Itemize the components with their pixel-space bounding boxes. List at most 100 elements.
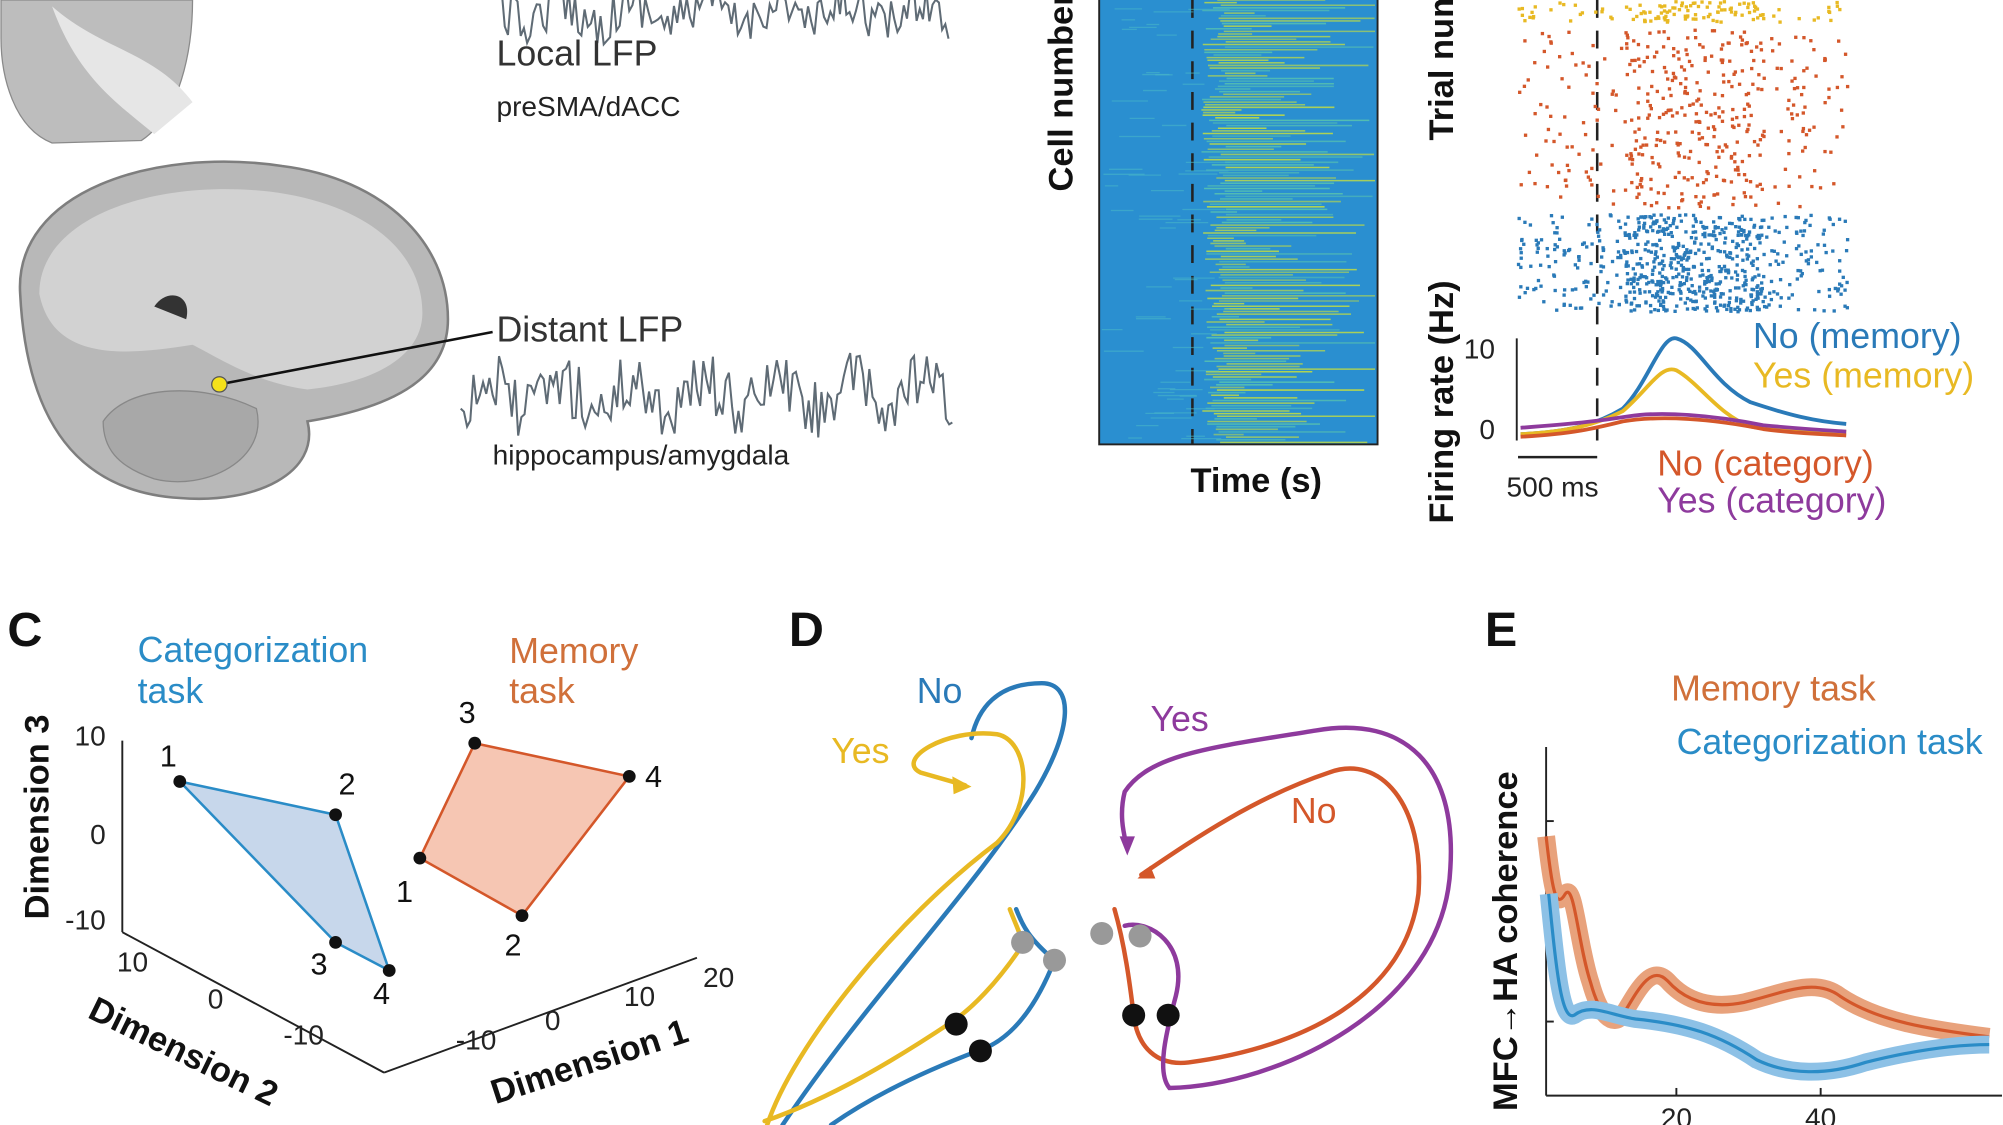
spike <box>1625 33 1629 37</box>
spike <box>1751 1 1756 5</box>
spike <box>1555 226 1559 230</box>
spike <box>1678 141 1682 146</box>
spike <box>1684 5 1688 9</box>
spike <box>1549 8 1553 12</box>
legend-entry: Categorization task <box>1677 722 1983 762</box>
spike <box>1638 288 1642 292</box>
spike <box>1713 295 1717 299</box>
spike <box>1806 262 1811 266</box>
spike <box>1659 138 1663 143</box>
spike <box>1612 189 1616 193</box>
spike <box>1599 264 1603 268</box>
spike <box>1839 292 1843 296</box>
spike <box>1646 92 1650 96</box>
spike <box>1563 178 1568 183</box>
spike <box>1630 162 1634 166</box>
spike <box>1522 84 1527 88</box>
spike <box>1745 247 1750 251</box>
spike <box>1770 249 1774 253</box>
spike <box>1599 162 1603 166</box>
spike <box>1596 234 1601 238</box>
spike <box>1601 248 1606 252</box>
spike <box>1745 253 1749 257</box>
spike <box>1648 10 1652 14</box>
spike <box>1839 284 1844 288</box>
spike <box>1707 242 1711 246</box>
spike <box>1661 299 1665 303</box>
spike <box>1545 65 1550 69</box>
spike <box>1676 50 1680 54</box>
spike <box>1638 291 1642 295</box>
spike <box>1648 303 1653 308</box>
spike <box>1665 20 1670 24</box>
spike <box>1662 9 1667 13</box>
spike <box>1617 302 1621 307</box>
spike <box>1756 16 1760 20</box>
spike <box>1583 132 1588 137</box>
spike <box>1772 249 1776 253</box>
spike <box>1542 300 1546 304</box>
spike <box>1626 264 1630 268</box>
spike <box>1731 239 1735 244</box>
spike <box>1712 290 1716 294</box>
spike <box>1844 249 1849 253</box>
spike <box>1625 260 1629 264</box>
spike <box>1539 102 1543 107</box>
spike <box>1801 111 1805 115</box>
spike <box>1843 288 1847 292</box>
spike <box>1638 3 1642 7</box>
spike <box>1629 152 1633 156</box>
spike <box>1677 170 1681 175</box>
point-label: 2 <box>339 768 356 802</box>
brain-cortex <box>39 189 423 390</box>
spike <box>1705 304 1709 309</box>
spike <box>1723 241 1727 245</box>
spike <box>1705 277 1710 282</box>
spike <box>1823 101 1827 105</box>
spike <box>1729 180 1734 184</box>
spike <box>1721 43 1725 47</box>
spike <box>1667 87 1672 91</box>
spike <box>1677 243 1681 248</box>
trajectory-label: No <box>1291 791 1337 831</box>
spike <box>1563 251 1567 255</box>
spike <box>1809 249 1814 253</box>
spike <box>1555 308 1559 312</box>
spike <box>1729 306 1733 311</box>
spike <box>1669 108 1673 112</box>
spike <box>1746 254 1751 258</box>
spike <box>1756 87 1760 91</box>
spike <box>1633 147 1638 151</box>
spike <box>1755 292 1760 297</box>
spike <box>1836 287 1841 291</box>
spike <box>1690 176 1694 180</box>
spike <box>1644 301 1648 305</box>
spike <box>1843 52 1848 56</box>
spike <box>1710 29 1715 33</box>
spike <box>1703 58 1707 63</box>
spike <box>1768 291 1772 295</box>
spike <box>1827 5 1831 10</box>
spike <box>1820 268 1825 272</box>
spike <box>1644 276 1649 280</box>
spike <box>1630 58 1634 63</box>
spike <box>1683 85 1688 90</box>
spike <box>1658 283 1663 288</box>
spike <box>1795 277 1799 281</box>
spike <box>1735 278 1739 282</box>
rate-curve <box>1520 416 1847 439</box>
spike <box>1687 59 1692 64</box>
spike <box>1652 260 1656 264</box>
spike <box>1595 81 1599 86</box>
spike <box>1644 242 1648 246</box>
spike <box>1555 231 1559 235</box>
spike <box>1637 86 1641 90</box>
spike <box>1752 9 1757 13</box>
spike <box>1642 223 1646 228</box>
spike <box>1759 48 1764 52</box>
spike <box>1749 113 1753 118</box>
spike <box>1654 283 1658 287</box>
spike <box>1553 231 1557 235</box>
spike <box>1550 163 1554 167</box>
spike <box>1656 290 1660 294</box>
